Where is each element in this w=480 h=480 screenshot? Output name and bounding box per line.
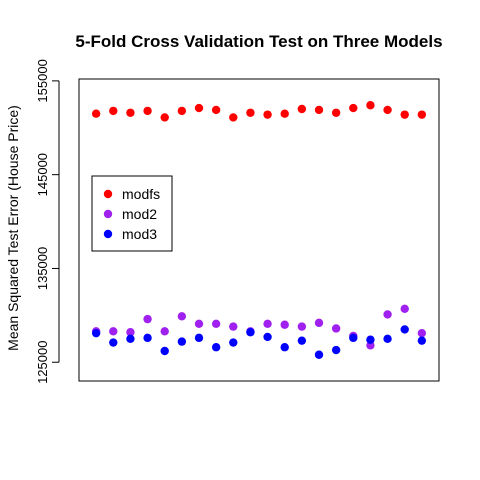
point-mod3	[160, 346, 169, 356]
point-modfs	[297, 104, 307, 114]
data-points	[91, 101, 427, 359]
plot-frame	[78, 78, 440, 382]
point-modfs	[91, 109, 101, 118]
point-modfs	[143, 106, 152, 116]
point-modfs	[160, 113, 169, 122]
legend: modfs mod2 mod3	[91, 175, 173, 252]
point-mod2	[263, 319, 272, 328]
y-axis: 125000 135000 145000 155000	[35, 59, 60, 384]
point-modfs	[349, 103, 358, 113]
point-mod2	[383, 310, 392, 319]
point-mod3	[383, 334, 392, 343]
point-mod2	[314, 318, 324, 328]
legend-marker-mod3	[103, 229, 113, 239]
point-mod3	[229, 338, 238, 347]
point-mod2	[229, 322, 238, 331]
point-mod2	[160, 327, 169, 336]
y-tick-label: 155000	[35, 59, 50, 102]
legend-label-mod2: mod2	[122, 206, 157, 222]
point-mod3	[280, 343, 289, 352]
point-modfs	[211, 105, 221, 115]
point-mod3	[246, 328, 255, 337]
point-mod3	[400, 325, 409, 334]
point-mod3	[177, 337, 187, 346]
legend-label-modfs: modfs	[122, 186, 160, 202]
point-modfs	[246, 108, 255, 117]
point-modfs	[280, 109, 289, 118]
point-modfs	[109, 106, 118, 116]
point-modfs	[177, 106, 187, 116]
point-modfs	[194, 103, 204, 113]
legend-marker-mod2	[103, 209, 113, 219]
point-mod2	[126, 328, 135, 337]
legend-marker-modfs	[103, 189, 113, 199]
point-mod3	[211, 343, 221, 352]
y-tick-label: 145000	[35, 153, 50, 196]
point-modfs	[400, 110, 409, 119]
point-mod3	[417, 336, 427, 345]
point-mod2	[400, 304, 409, 313]
chart-title: 5-Fold Cross Validation Test on Three Mo…	[75, 32, 442, 51]
point-mod3	[331, 345, 341, 355]
point-modfs	[126, 108, 135, 117]
point-modfs	[229, 113, 238, 122]
point-mod2	[297, 322, 307, 331]
point-modfs	[383, 105, 392, 115]
point-mod3	[143, 333, 152, 343]
y-tick-label: 135000	[35, 247, 50, 290]
point-modfs	[366, 101, 375, 110]
point-mod2	[417, 328, 427, 338]
point-modfs	[314, 105, 324, 115]
point-mod2	[331, 324, 341, 333]
point-mod3	[126, 334, 135, 343]
point-modfs	[331, 108, 341, 117]
point-mod2	[177, 312, 187, 321]
point-mod3	[349, 333, 358, 343]
point-mod3	[194, 333, 204, 343]
point-mod2	[109, 327, 118, 336]
point-mod3	[366, 335, 375, 344]
y-tick-label: 125000	[35, 341, 50, 384]
point-modfs	[263, 110, 272, 119]
legend-label-mod3: mod3	[122, 226, 157, 242]
point-mod3	[263, 332, 272, 342]
point-mod2	[194, 319, 204, 328]
point-mod2	[143, 314, 152, 324]
point-mod2	[280, 320, 289, 329]
y-axis-label: Mean Squared Test Error (House Price)	[5, 105, 21, 351]
point-mod3	[91, 328, 101, 338]
point-mod3	[297, 336, 307, 345]
point-mod3	[314, 350, 324, 359]
point-mod2	[211, 319, 221, 328]
point-mod3	[109, 338, 118, 347]
point-modfs	[417, 110, 427, 119]
